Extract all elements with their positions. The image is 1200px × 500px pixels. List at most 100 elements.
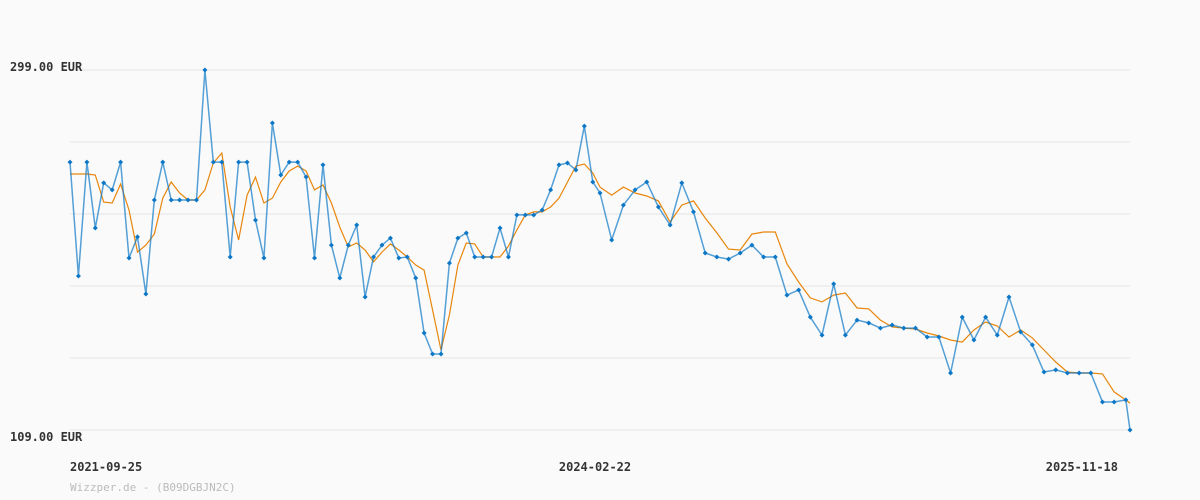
price-point (679, 180, 685, 186)
price-point (1123, 397, 1129, 403)
price-series (67, 67, 1133, 433)
price-point (505, 254, 511, 260)
price-point (278, 172, 284, 178)
price-point (1053, 367, 1059, 373)
price-point (193, 197, 199, 203)
price-point (480, 254, 486, 260)
price-point (819, 332, 825, 338)
price-point (84, 159, 90, 165)
price-point (295, 159, 301, 165)
price-point (118, 159, 124, 165)
price-point (889, 322, 895, 328)
price-point (842, 332, 848, 338)
price-point (690, 209, 696, 215)
price-point (109, 187, 115, 193)
price-point (126, 255, 132, 261)
price-point (522, 212, 528, 218)
price-point (948, 370, 954, 376)
price-point (983, 314, 989, 320)
price-point (185, 197, 191, 203)
price-point (472, 254, 478, 260)
price-point (227, 254, 233, 260)
price-point (404, 254, 410, 260)
price-point (1029, 342, 1035, 348)
price-point (151, 197, 157, 203)
price-point (67, 159, 73, 165)
price-point (354, 222, 360, 228)
price-point (92, 225, 98, 231)
price-point (581, 123, 587, 129)
price-point (1041, 369, 1047, 375)
price-point (573, 167, 579, 173)
price-point (236, 159, 242, 165)
price-point (737, 250, 743, 256)
price-point (160, 159, 166, 165)
price-point (303, 174, 309, 180)
price-point (497, 225, 503, 231)
price-point (590, 179, 596, 185)
x-tick-label-middle: 2024-02-22 (559, 460, 631, 474)
price-point (1064, 370, 1070, 376)
price-point (438, 351, 444, 357)
price-point (1006, 294, 1012, 300)
price-point (866, 320, 872, 326)
price-point (644, 179, 650, 185)
price-point (387, 235, 393, 241)
price-point (667, 222, 673, 228)
y-tick-label-top: 299.00 EUR (10, 60, 83, 74)
price-point (379, 242, 385, 248)
price-point (912, 325, 918, 331)
price-point (371, 254, 377, 260)
price-point (924, 334, 930, 340)
price-point (320, 162, 326, 168)
price-line (69, 69, 1131, 431)
price-point (632, 187, 638, 193)
price-point (564, 160, 570, 166)
price-point (219, 159, 225, 165)
price-point (345, 242, 351, 248)
price-point (463, 230, 469, 236)
footer-credit: Wizzper.de - (B09DGBJN2C) (70, 481, 236, 494)
price-point (655, 204, 661, 210)
price-point (531, 212, 537, 218)
price-point (269, 120, 275, 126)
price-point (413, 275, 419, 281)
price-point (514, 212, 520, 218)
price-point (244, 159, 250, 165)
price-point (597, 190, 603, 196)
price-point (539, 207, 545, 213)
price-point (556, 162, 562, 168)
price-point (253, 217, 258, 223)
price-point (446, 260, 452, 266)
x-tick-label-start: 2021-09-25 (70, 460, 142, 474)
price-point (726, 256, 732, 262)
price-point (75, 273, 81, 279)
price-point (702, 250, 708, 256)
price-point (202, 67, 208, 73)
price-point (134, 234, 140, 240)
price-point (101, 180, 107, 186)
price-point (749, 242, 755, 248)
price-point (337, 275, 343, 281)
price-point (430, 351, 436, 357)
price-point (807, 314, 813, 320)
price-point (761, 254, 767, 260)
price-point (1099, 399, 1105, 405)
price-point (609, 237, 615, 243)
price-point (784, 292, 790, 298)
price-point (312, 255, 318, 261)
x-tick-label-end: 2025-11-18 (1046, 460, 1118, 474)
price-point (421, 330, 427, 336)
price-point (286, 159, 292, 165)
price-point (796, 287, 802, 293)
price-point (489, 254, 495, 260)
y-tick-label-bottom: 109.00 EUR (10, 430, 83, 444)
gridlines (70, 69, 1130, 431)
price-point (328, 242, 334, 248)
price-point (143, 291, 149, 297)
price-point (261, 255, 267, 261)
price-point (936, 334, 942, 340)
price-point (901, 325, 907, 331)
price-point (362, 294, 368, 300)
